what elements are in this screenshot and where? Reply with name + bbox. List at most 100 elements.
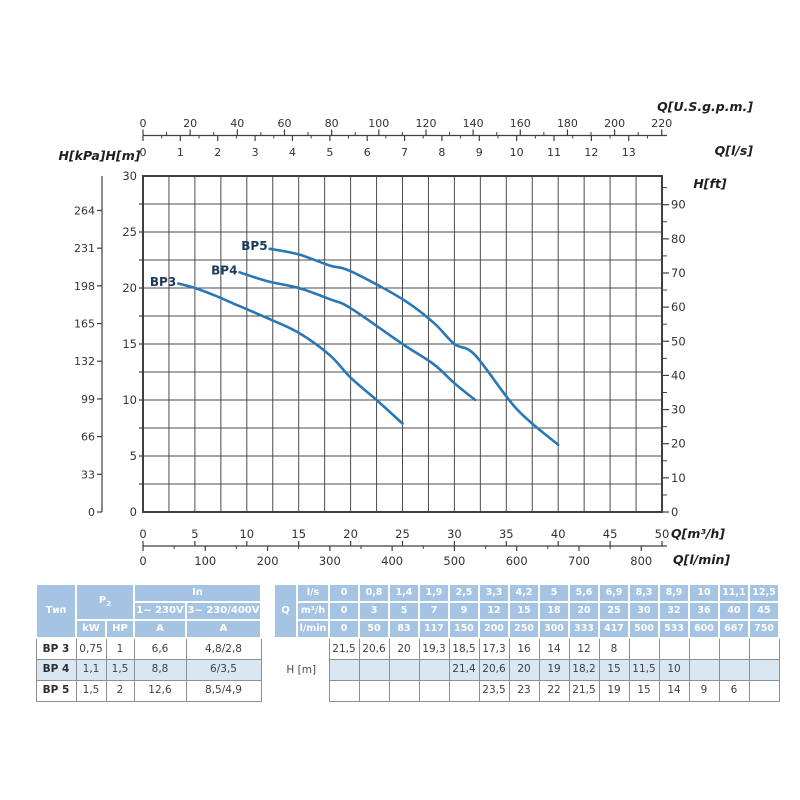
head-value-cell: 17,3	[478, 637, 510, 660]
flow-value-header: 200	[478, 619, 510, 639]
head-value-cell: 8	[598, 637, 630, 660]
head-value-cell: 20,6	[358, 637, 390, 660]
head-value-cell: 18,5	[448, 637, 480, 660]
head-value-cell: 23,5	[478, 679, 510, 702]
kpa-tick-label: 99	[81, 393, 95, 406]
head-value-cell	[358, 679, 390, 702]
spec-row-bp5: BP 5 1,5 2 12,6 8,5/4,9	[35, 679, 262, 702]
flow-value-header: 1,9	[418, 583, 450, 603]
spec-header-row-1: Тип P2 In	[35, 583, 262, 639]
gpm-tick-label: 60	[277, 117, 291, 130]
head-row-bp4: 21,4 20,6 20 19 18,2 15 11,5 10	[274, 658, 780, 681]
unit-header-1: HP	[105, 619, 135, 639]
flow-value-header: 25	[598, 601, 630, 621]
head-value-cell	[388, 679, 420, 702]
head-value-cell	[418, 679, 450, 702]
flow-value-header: 20	[568, 601, 600, 621]
axis-title-ft: H[ft]	[693, 176, 727, 191]
flow-value-header: 5,6	[568, 583, 600, 603]
kpa-tick-label: 0	[88, 506, 95, 519]
lmin-tick-label: 700	[568, 554, 590, 568]
head-value-cell	[658, 637, 690, 660]
head-value-cell	[448, 679, 480, 702]
kw-cell: 1,5	[75, 679, 107, 702]
head-value-cell: 10	[658, 658, 690, 681]
head-value-cell: 14	[658, 679, 690, 702]
type-column-header: Тип	[35, 583, 77, 639]
flow-value-header: 12,5	[748, 583, 780, 603]
kpa-tick-label: 33	[81, 468, 95, 481]
curve-label-BP3: BP3	[150, 275, 176, 289]
head-value-cell	[748, 637, 780, 660]
gpm-tick-label: 100	[368, 117, 389, 130]
gpm-tick-label: 140	[463, 117, 484, 130]
flow-value-header: 500	[628, 619, 660, 639]
ft-tick-label: 90	[671, 198, 686, 212]
flow-value-header: 1,4	[388, 583, 420, 603]
flow-unit-label: l/s	[296, 583, 330, 603]
m3h-tick-label: 15	[291, 527, 306, 541]
p2-column-header: P2	[75, 583, 135, 621]
ft-tick-label: 20	[671, 437, 686, 451]
head-value-cell	[418, 658, 450, 681]
flow-value-header: 12	[478, 601, 510, 621]
flow-header-row-lmin: l/min 0 50 83 117 150 200 250 300 333 417 500 533 600…	[274, 619, 780, 639]
ls-tick-label: 7	[401, 146, 408, 159]
unit-header-3: A	[185, 619, 262, 639]
head-value-cell	[688, 637, 720, 660]
head-value-cell: 14	[538, 637, 570, 660]
flow-value-header: 5	[538, 583, 570, 603]
head-units-label: H [m]	[286, 664, 317, 676]
ls-tick-label: 4	[289, 146, 296, 159]
ft-tick-label: 80	[671, 232, 686, 246]
head-value-cell	[388, 658, 420, 681]
flow-value-header: 15	[508, 601, 540, 621]
m3h-tick-label: 45	[603, 527, 618, 541]
m3h-tick-label: 40	[551, 527, 566, 541]
head-value-cell: 12	[568, 637, 600, 660]
lmin-tick-label: 300	[319, 554, 341, 568]
flow-value-header: 0,8	[358, 583, 390, 603]
flow-value-header: 2,5	[448, 583, 480, 603]
kw-cell: 0,75	[75, 637, 107, 660]
pump-type-cell: BP 5	[35, 679, 77, 702]
ft-tick-label: 40	[671, 368, 686, 382]
axis-title-lmin: Q[l/min]	[673, 552, 730, 567]
flow-value-header: 9	[448, 601, 480, 621]
flow-value-header: 8,9	[658, 583, 690, 603]
head-value-cell: 15	[628, 679, 660, 702]
flow-value-header: 3,3	[478, 583, 510, 603]
flow-unit-label: m³/h	[296, 601, 330, 621]
hm-tick-label: 10	[122, 393, 137, 407]
flow-value-header: 83	[388, 619, 420, 639]
flow-value-header: 250	[508, 619, 540, 639]
ft-tick-label: 70	[671, 266, 686, 280]
lmin-tick-label: 400	[381, 554, 403, 568]
ft-tick-label: 60	[671, 300, 686, 314]
unit-header-2: A	[133, 619, 187, 639]
ls-tick-label: 13	[622, 146, 636, 159]
m3h-tick-label: 0	[139, 527, 146, 541]
hm-tick-label: 5	[130, 449, 137, 463]
kpa-tick-label: 132	[74, 355, 95, 368]
kpa-tick-label: 66	[81, 431, 95, 444]
flow-value-header: 750	[748, 619, 780, 639]
head-value-cell: 23	[508, 679, 540, 702]
flow-value-header: 4,2	[508, 583, 540, 603]
kpa-tick-label: 165	[74, 318, 95, 331]
in-column-header: In	[133, 583, 262, 603]
head-value-cell	[748, 658, 780, 681]
ls-tick-label: 11	[547, 146, 561, 159]
flow-value-header: 10	[688, 583, 720, 603]
flow-value-header: 5	[388, 601, 420, 621]
gpm-tick-label: 220	[651, 117, 672, 130]
ls-tick-label: 10	[510, 146, 524, 159]
spec-row-bp3: BP 3 0,75 1 6,6 4,8/2,8	[35, 637, 262, 660]
kpa-tick-label: 264	[74, 204, 95, 217]
head-value-cell: 6	[718, 679, 750, 702]
pump-type-cell: BP 4	[35, 658, 77, 681]
gpm-tick-label: 80	[325, 117, 339, 130]
flow-value-header: 533	[658, 619, 690, 639]
ft-tick-label: 30	[671, 403, 686, 417]
